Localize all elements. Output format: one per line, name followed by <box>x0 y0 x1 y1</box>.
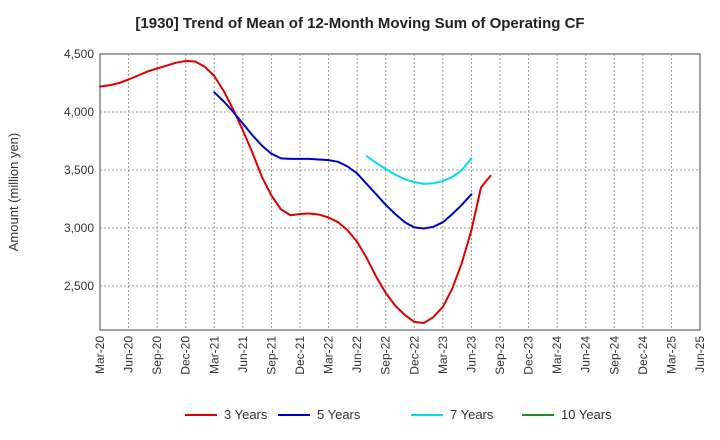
x-tick-label: Dec-21 <box>293 336 307 375</box>
x-tick-label: Jun-23 <box>464 336 478 373</box>
series-line-7-years <box>365 155 473 185</box>
x-tick-label: Mar-25 <box>664 336 678 374</box>
y-tick-label: 2,500 <box>64 279 94 293</box>
series-line-3-years <box>99 60 492 324</box>
series-lines <box>99 60 492 324</box>
series-line-5-years <box>213 91 473 230</box>
x-tick-label: Sep-20 <box>150 336 164 375</box>
legend-label-5-years: 5 Years <box>317 407 361 422</box>
y-tick-label: 4,500 <box>64 47 94 61</box>
x-tick-label: Sep-24 <box>607 336 621 375</box>
x-tick-label: Sep-21 <box>264 336 278 375</box>
x-tick-label: Jun-20 <box>122 336 136 373</box>
grid-lines <box>100 54 700 330</box>
y-tick-label: 3,500 <box>64 163 94 177</box>
x-tick-label: Jun-22 <box>350 336 364 373</box>
x-tick-label: Sep-22 <box>379 336 393 375</box>
x-tick-label: Jun-24 <box>579 336 593 373</box>
x-tick-label: Dec-24 <box>636 336 650 375</box>
x-tick-label: Jun-21 <box>236 336 250 373</box>
legend: 3 Years 5 Years 7 Years 10 Years <box>185 407 612 422</box>
legend-label-3-years: 3 Years <box>224 407 268 422</box>
y-tick-label: 3,000 <box>64 221 94 235</box>
chart-title: [1930] Trend of Mean of 12-Month Moving … <box>135 15 584 32</box>
x-tick-label: Mar-20 <box>93 336 107 374</box>
plot-area <box>99 53 701 331</box>
x-tick-label: Jun-25 <box>693 336 707 373</box>
x-axis-ticks: Mar-20 Jun-20 Sep-20 Dec-20 Mar-21 Jun-21 Sep-… <box>93 336 707 375</box>
x-tick-label: Mar-23 <box>436 336 450 374</box>
legend-label-7-years: 7 Years <box>450 407 494 422</box>
y-tick-label: 4,000 <box>64 105 94 119</box>
legend-label-10-years: 10 Years <box>561 407 612 422</box>
x-tick-label: Dec-23 <box>522 336 536 375</box>
x-tick-label: Mar-22 <box>322 336 336 374</box>
x-tick-label: Dec-20 <box>179 336 193 375</box>
x-tick-label: Dec-22 <box>407 336 421 375</box>
y-axis-label: Amount (million yen) <box>6 133 21 252</box>
x-tick-label: Sep-23 <box>493 336 507 375</box>
y-axis-ticks: 2,500 3,000 3,500 4,000 4,500 <box>64 47 94 293</box>
x-tick-label: Mar-21 <box>207 336 221 374</box>
x-tick-label: Mar-24 <box>550 336 564 374</box>
